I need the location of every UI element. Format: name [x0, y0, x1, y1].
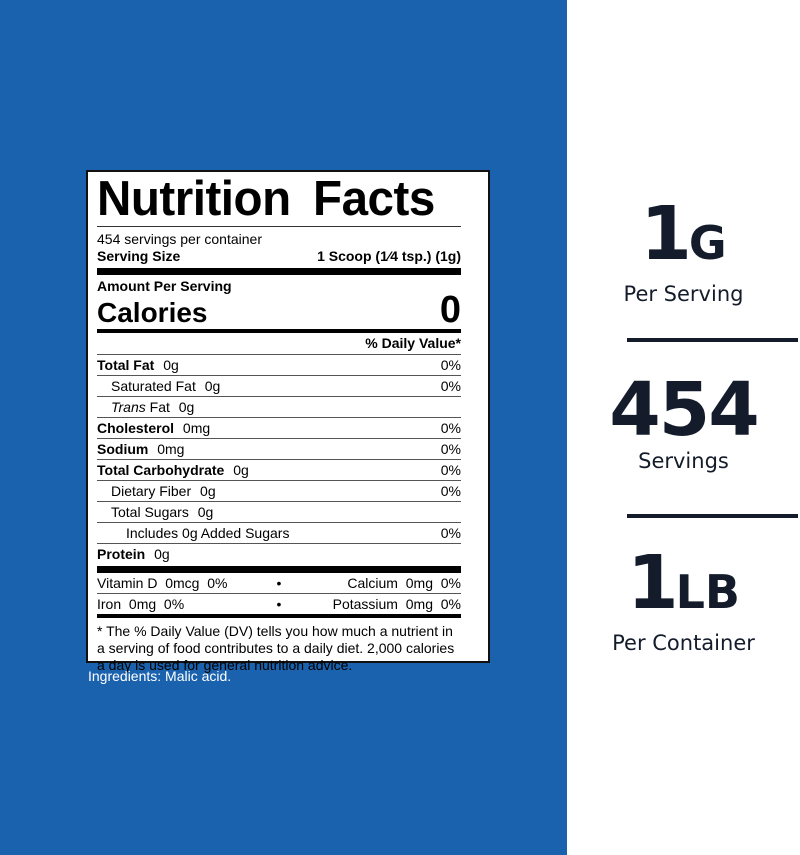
nutrient-row: Total Carbohydrate 0g 0% — [97, 460, 461, 481]
calories-value: 0 — [439, 289, 461, 331]
nutrient-row: Cholesterol 0mg 0% — [97, 418, 461, 439]
nutrient-label: Dietary Fiber — [111, 483, 192, 499]
divider — [97, 226, 461, 227]
nutrient-name: Saturated Fat 0g — [97, 376, 220, 396]
vitamin-left: Vitamin D 0mcg 0% — [97, 575, 228, 591]
nutrient-amount: 0g — [178, 399, 195, 415]
nutrient-amount: 0g — [163, 357, 179, 373]
stat-unit: G — [688, 216, 727, 270]
daily-value-header-text: % Daily Value* — [365, 335, 461, 351]
bullet: • — [276, 575, 282, 591]
nutrient-label: Includes 0g Added Sugars — [126, 525, 290, 541]
serving-size-value: 1 Scoop (1⁄4 tsp.) (1g) — [317, 248, 461, 264]
footnote: * The % Daily Value (DV) tells you how m… — [97, 623, 455, 673]
nutrient-name: Total Sugars 0g — [97, 502, 213, 522]
vitamin-row: Iron 0mg 0% • Potassium 0mg 0% — [97, 594, 461, 614]
stat-number: 1 — [640, 191, 691, 277]
vitamin-left: Iron 0mg 0% — [97, 596, 185, 612]
daily-value-header: % Daily Value* — [97, 333, 461, 355]
nutrient-daily-value: 0% — [440, 525, 461, 541]
nutrient-daily-value: 0% — [440, 441, 461, 457]
nutrient-name: Includes 0g Added Sugars — [97, 523, 289, 543]
nutrient-daily-value: 0% — [440, 483, 461, 499]
serving-size-label: Serving Size — [97, 248, 181, 264]
nutrient-daily-value: 0% — [440, 357, 461, 373]
nutrient-label: Protein — [97, 546, 146, 562]
nutrient-row: Total Fat 0g 0% — [97, 355, 461, 376]
nutrient-label: Total Sugars — [111, 504, 189, 520]
nutrient-label: Total Carbohydrate — [97, 462, 225, 478]
nutrient-name: Dietary Fiber 0g — [97, 481, 216, 501]
thick-divider — [97, 566, 461, 573]
divider — [627, 514, 798, 518]
nutrient-name: Protein 0g — [97, 544, 170, 564]
nutrient-amount: 0g — [233, 462, 249, 478]
stat-number: 1 — [627, 540, 678, 626]
stats-panel — [567, 0, 800, 855]
bullet: • — [276, 596, 282, 612]
nutrient-amount: 0mg — [157, 441, 185, 457]
calories-label: Calories — [97, 297, 208, 328]
stat-servings: 454 Servings — [567, 372, 800, 474]
nutrient-row: Sodium 0mg 0% — [97, 439, 461, 460]
nutrition-facts-label: Nutrition Facts 454 servings per contain… — [86, 170, 490, 673]
nutrient-list: Total Fat 0g 0% Saturated Fat 0g 0% Trans Fa… — [97, 355, 461, 564]
stat-serving-size: 1G Per Serving — [567, 196, 800, 307]
nutrient-name: Sodium 0mg — [97, 439, 184, 459]
nutrient-name: Cholesterol 0mg — [97, 418, 210, 438]
divider — [627, 338, 798, 342]
servings-per-container: 454 servings per container — [97, 231, 262, 247]
thick-divider — [97, 268, 461, 275]
stat-number: 454 — [609, 367, 759, 453]
nutrient-amount: 0g — [200, 483, 216, 499]
vitamin-row: Vitamin D 0mcg 0% • Calcium 0mg 0% — [97, 573, 461, 594]
vitamin-list: Vitamin D 0mcg 0% • Calcium 0mg 0% Iron 0mg… — [97, 573, 461, 614]
nutrient-daily-value: 0% — [440, 420, 461, 436]
nutrient-label-suffix: Fat — [149, 399, 170, 415]
nutrient-amount: 0g — [204, 378, 221, 394]
nutrient-amount: 0g — [197, 504, 214, 520]
nutrient-name: Total Fat 0g — [97, 355, 179, 375]
nutrient-amount: 0mg — [182, 420, 211, 436]
nutrient-label: Total Fat — [97, 357, 155, 373]
stat-container-size: 1LB Per Container — [567, 545, 800, 656]
ingredients: Ingredients: Malic acid. — [88, 668, 232, 684]
vitamin-right: Calcium 0mg 0% — [347, 575, 461, 591]
stat-caption: Servings — [638, 449, 729, 473]
nutrient-label: Trans — [111, 399, 146, 415]
calories-row: Calories 0 — [97, 289, 461, 331]
nutrient-label: Cholesterol — [97, 420, 175, 436]
nutrient-amount: 0g — [154, 546, 170, 562]
stat-unit: LB — [675, 565, 740, 619]
nutrient-name: Total Carbohydrate 0g — [97, 460, 249, 480]
medium-divider — [97, 329, 461, 333]
nutrient-daily-value: 0% — [440, 462, 461, 478]
nutrient-row: Dietary Fiber 0g 0% — [97, 481, 461, 502]
serving-size-row: Serving Size 1 Scoop (1⁄4 tsp.) (1g) — [97, 248, 461, 265]
vitamin-right: Potassium 0mg 0% — [332, 596, 461, 612]
nutrient-row: Includes 0g Added Sugars 0% — [97, 523, 461, 544]
nutrient-row: Saturated Fat 0g 0% — [97, 376, 461, 397]
nutrient-label: Sodium — [97, 441, 149, 457]
nutrient-name: Trans Fat 0g — [97, 397, 194, 417]
stat-caption: Per Serving — [623, 282, 744, 306]
nutrient-row: Trans Fat 0g — [97, 397, 461, 418]
nutrient-row: Protein 0g — [97, 544, 461, 564]
nutrient-daily-value: 0% — [440, 378, 461, 394]
nutrient-row: Total Sugars 0g — [97, 502, 461, 523]
nutrient-label: Saturated Fat — [111, 378, 196, 394]
medium-divider — [97, 614, 461, 618]
amount-per-serving: Amount Per Serving — [97, 278, 232, 294]
label-title: Nutrition Facts — [97, 172, 435, 226]
stat-caption: Per Container — [612, 631, 755, 655]
